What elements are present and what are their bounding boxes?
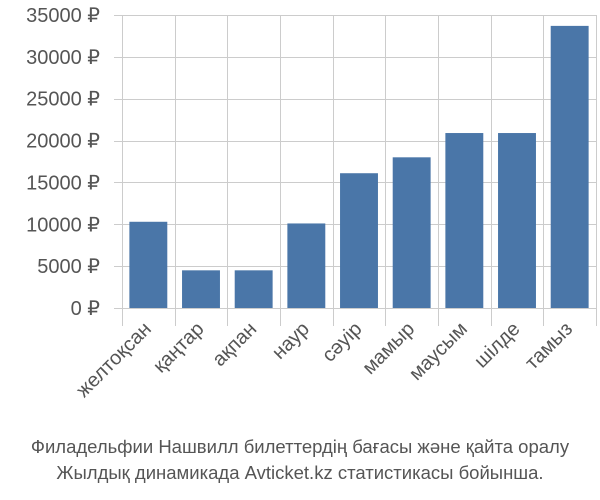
y-tick-label: 10000 ₽ [26,214,100,236]
x-tick-label: наур [268,318,314,364]
y-tick-label: 20000 ₽ [26,131,100,153]
caption-line-1: Филадельфии Нашвилл билеттердің бағасы ж… [30,436,570,457]
x-tick-label: ақпан [208,318,261,371]
bar [550,25,589,309]
bar [392,157,431,308]
y-axis-tick-labels: 0 ₽ 5000 ₽ 10000 ₽ 15000 ₽ 20000 ₽ 25000 ₽ 300… [26,5,100,320]
bar [498,133,536,308]
y-tick-label: 15000 ₽ [26,172,100,194]
y-tick-label: 30000 ₽ [26,47,100,69]
x-tick-label: шілде [470,318,524,372]
bar [340,173,378,308]
bars [129,25,589,309]
y-tick-label: 0 ₽ [71,298,101,320]
x-tick-label: тамыз [521,318,577,374]
bar [287,223,326,308]
y-tick-label: 25000 ₽ [26,89,100,111]
bar [234,270,273,308]
bar-chart: 0 ₽ 5000 ₽ 10000 ₽ 15000 ₽ 20000 ₽ 25000 ₽ 300… [26,5,597,402]
bar [182,270,220,308]
x-tick-label: қаңтар [149,318,208,377]
x-tick-label: маусым [405,318,472,385]
caption-line-2: Жылдық динамикада Avticket.kz статистика… [56,462,544,483]
y-tick-label: 35000 ₽ [26,5,100,27]
x-tick-label: сәуір [318,318,367,367]
y-tick-label: 5000 ₽ [37,256,100,278]
grid-lines [114,15,597,326]
x-tick-label: желтоқсан [72,318,156,402]
bar [445,133,484,308]
bar [129,221,168,308]
